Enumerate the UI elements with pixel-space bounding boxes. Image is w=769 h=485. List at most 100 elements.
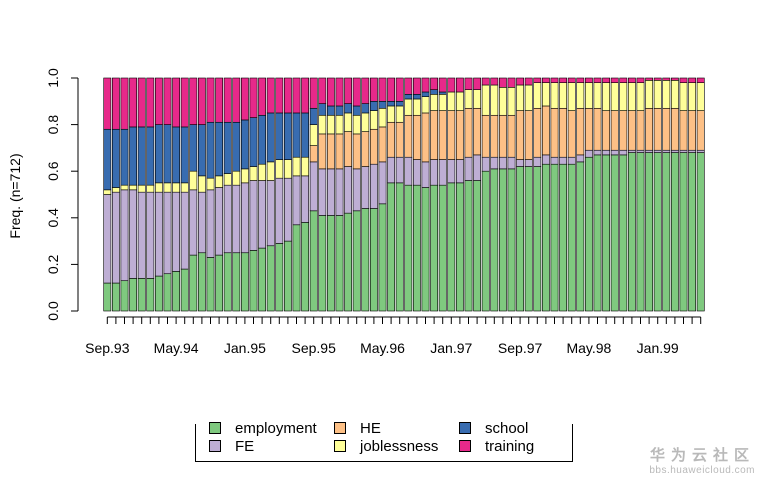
bar-segment-training [636,77,645,83]
bar-segment-joblessness [223,173,232,186]
bar-segment-school [318,103,327,116]
bar-segment-employment [524,166,533,312]
bar-segment-employment [559,163,568,312]
bar-segment-school [232,121,241,172]
bar-segment-employment [679,152,688,312]
bar-segment-HE [481,114,490,158]
bar-segment-joblessness [619,82,628,111]
bar-segment-FE [533,156,542,167]
bar-segment-employment [189,254,198,312]
bar-segment-joblessness [275,159,284,179]
bar-segment-training [361,77,370,104]
bar-segment-HE [378,126,387,163]
bar-segment-employment [249,250,258,312]
bar-segment-employment [258,247,267,312]
bar-segment-training [498,77,507,88]
bar-segment-employment [584,156,593,312]
bar-segment-FE [576,154,585,163]
bar-segment-FE [369,163,378,209]
bar-segment-training [559,77,568,83]
bar-segment-FE [163,191,172,275]
bar-segment-joblessness [670,80,679,109]
bar-segment-HE [610,110,619,151]
bar-segment-FE [154,191,163,277]
bar-segment-HE [335,133,344,170]
bar-segment-joblessness [215,175,224,188]
bar-segment-HE [627,110,636,151]
bar-segment-FE [326,168,335,216]
bar-segment-joblessness [662,80,671,109]
bar-segment-employment [421,187,430,312]
bar-segment-training [146,77,155,128]
bar-segment-FE [111,191,120,284]
bar-segment-employment [163,273,172,312]
bar-segment-training [430,77,439,90]
bar-segment-school [154,124,163,184]
bar-segment-HE [326,133,335,170]
bar-segment-employment [215,254,224,312]
bar-segment-HE [352,133,361,170]
bar-segment-employment [395,182,404,312]
bar-segment-joblessness [352,114,361,135]
bar-segment-training [309,77,318,109]
legend-swatch [334,440,346,452]
x-tick-label: Sep.95 [292,340,337,356]
bar-segment-training [490,77,499,86]
bar-segment-employment [111,282,120,312]
bar-segment-training [670,77,679,81]
bar-segment-training [412,77,421,95]
bar-segment-FE [473,154,482,181]
bar-segment-FE [223,184,232,254]
bar-segment-employment [335,215,344,312]
bar-segment-joblessness [559,82,568,109]
bar-segment-joblessness [524,84,533,111]
bar-segment-training [318,77,327,104]
bar-segment-HE [602,110,611,151]
bar-segment-HE [567,110,576,158]
bar-segment-HE [344,131,353,167]
bar-segment-training [232,77,241,123]
bar-segment-employment [490,168,499,312]
bar-segment-training [645,77,654,81]
bar-segment-training [197,77,206,125]
y-tick-label: 0.4 [45,208,61,228]
bar-segment-employment [412,184,421,312]
bar-segment-FE [258,180,267,249]
bar-segment-school [369,101,378,111]
bar-segment-joblessness [679,82,688,111]
legend-label: employment [235,419,317,437]
bar-segment-FE [653,149,662,153]
bar-segment-FE [524,159,533,167]
bar-segment-joblessness [421,96,430,114]
bar-segment-employment [266,245,275,312]
legend-item-employment: employment [209,419,317,437]
bar-segment-training [688,77,697,83]
bar-segment-school [129,126,138,186]
bar-segment-school [172,126,181,184]
bar-segment-joblessness [412,98,421,116]
bar-segment-school [197,124,206,177]
bar-segment-FE [464,156,473,181]
bar-segment-training [619,77,628,83]
bar-segment-school [275,112,284,160]
bar-segment-training [387,77,396,102]
legend-label: HE [360,419,381,437]
bar-segment-training [111,77,120,130]
bar-segment-school [344,103,353,114]
bar-segment-HE [619,110,628,151]
bar-segment-employment [636,152,645,312]
bar-segment-FE [550,156,559,165]
bar-segment-employment [602,154,611,312]
bar-segment-employment [670,152,679,312]
bar-segment-training [662,77,671,81]
bar-segment-employment [240,252,249,312]
bar-segment-school [430,89,439,95]
bar-segment-school [326,105,335,116]
bar-segment-employment [369,208,378,312]
bar-segment-FE [266,180,275,247]
bar-segment-employment [481,170,490,312]
bar-segment-FE [516,159,525,167]
bar-segment-FE [498,156,507,170]
bar-segment-school [395,101,404,107]
bar-segment-HE [361,131,370,167]
